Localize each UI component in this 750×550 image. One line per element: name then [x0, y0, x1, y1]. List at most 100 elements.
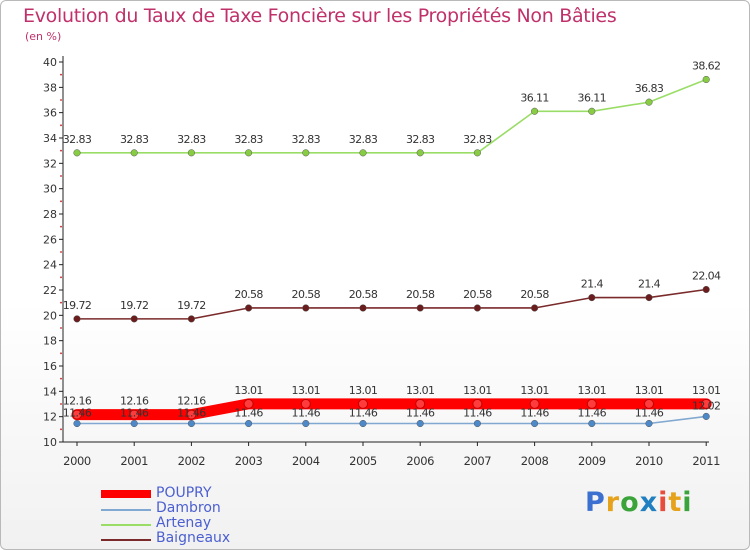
data-label: 12.02	[692, 399, 721, 412]
data-label: 13.01	[463, 384, 492, 397]
data-label: 20.58	[349, 288, 378, 301]
y-minor-tick	[60, 251, 62, 253]
logo-letter: o	[620, 487, 640, 518]
data-point	[187, 315, 195, 323]
data-point	[359, 304, 367, 312]
series-line	[76, 415, 708, 425]
x-tick-label: 2011	[692, 454, 720, 468]
data-point	[702, 285, 710, 294]
x-tick-label: 2008	[521, 454, 549, 468]
data-point	[645, 419, 653, 428]
data-label: 21.4	[638, 278, 661, 291]
data-point	[130, 419, 138, 428]
x-tick-label: 2009	[578, 454, 606, 468]
series-dambron	[73, 412, 710, 428]
data-point	[645, 98, 653, 106]
y-minor-tick	[60, 99, 62, 101]
series-line	[76, 78, 708, 154]
data-label: 32.83	[406, 133, 435, 146]
y-minor-tick	[60, 276, 62, 279]
proxiti-logo: Proxiti	[585, 487, 693, 518]
data-point	[473, 149, 481, 157]
y-tick-label: 28	[43, 208, 57, 221]
y-tick-label: 22	[43, 284, 57, 297]
data-point	[302, 304, 310, 312]
data-point	[300, 398, 311, 409]
data-point	[415, 398, 426, 409]
data-label: 32.83	[177, 133, 206, 146]
data-point	[245, 304, 253, 312]
y-tick-label: 38	[43, 81, 57, 94]
data-label: 20.58	[292, 288, 321, 301]
data-point	[72, 409, 82, 420]
x-tick-label: 2007	[464, 454, 492, 468]
data-label: 32.83	[234, 133, 263, 146]
data-label: 11.46	[234, 407, 263, 420]
data-point	[588, 419, 596, 428]
data-point	[701, 398, 712, 409]
data-label: 13.01	[635, 384, 664, 397]
y-tick-label: 20	[43, 309, 57, 322]
data-label: 11.46	[63, 407, 92, 420]
data-label: 13.01	[578, 384, 607, 397]
data-label: 19.72	[120, 299, 149, 312]
y-minor-tick	[60, 428, 62, 431]
data-label: 11.46	[406, 407, 435, 420]
data-point	[531, 304, 539, 312]
y-tick-label: 32	[43, 157, 57, 170]
y-tick-label: 16	[43, 360, 57, 373]
data-point	[130, 315, 138, 323]
data-point	[473, 304, 481, 312]
data-point	[130, 149, 138, 157]
data-label: 20.58	[520, 288, 549, 301]
y-tick-label: 26	[43, 233, 57, 246]
data-point	[187, 419, 195, 428]
data-point	[73, 419, 81, 428]
data-label: 13.01	[406, 384, 435, 397]
data-label: 32.83	[463, 133, 492, 146]
y-tick-label: 30	[43, 183, 57, 196]
data-point	[531, 107, 539, 115]
data-point	[302, 419, 310, 428]
legend-swatch	[101, 524, 151, 526]
data-point	[645, 294, 653, 302]
y-minor-tick	[60, 73, 62, 76]
legend-label: Artenay	[156, 515, 212, 531]
y-minor-tick	[60, 301, 62, 304]
x-tick-label: 2003	[235, 454, 263, 468]
data-label: 13.01	[349, 384, 378, 397]
data-label: 13.01	[692, 384, 721, 397]
data-label: 19.72	[63, 299, 92, 312]
data-point	[245, 419, 253, 428]
y-minor-tick	[60, 200, 62, 203]
x-tick-label: 2000	[63, 454, 91, 468]
data-label: 32.83	[63, 133, 92, 146]
series-line	[71, 398, 712, 421]
data-label: 13.01	[520, 384, 549, 397]
data-label: 36.11	[578, 91, 607, 104]
data-label: 32.83	[120, 133, 149, 146]
y-tick-label: 14	[43, 385, 57, 398]
y-minor-tick	[60, 149, 62, 152]
y-tick-label: 10	[43, 436, 57, 449]
y-tick-label: 36	[43, 107, 57, 120]
data-point	[245, 149, 253, 157]
data-point	[359, 419, 367, 428]
data-label: 11.46	[177, 407, 206, 420]
data-label: 21.4	[581, 278, 604, 291]
y-minor-tick	[60, 352, 62, 355]
data-point	[473, 419, 481, 428]
data-label: 12.16	[177, 395, 206, 408]
data-label: 11.46	[120, 407, 149, 420]
series-artenay	[73, 75, 710, 157]
data-point	[644, 398, 654, 409]
data-label: 20.58	[406, 288, 435, 301]
x-tick-label: 2001	[120, 454, 148, 468]
x-tick-label: 2004	[292, 454, 320, 468]
y-minor-tick	[60, 403, 62, 405]
logo-letter: t	[668, 487, 683, 518]
y-axis-unit-label: (en %)	[25, 30, 62, 43]
data-label: 13.01	[292, 384, 321, 397]
data-point	[702, 412, 710, 420]
